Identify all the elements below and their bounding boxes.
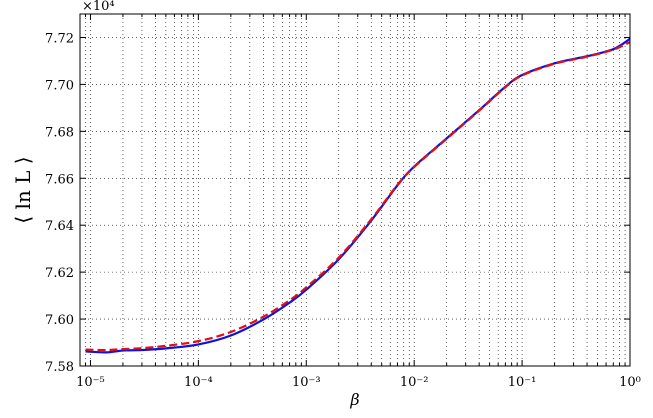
series-line-blue-solid	[85, 37, 631, 354]
y-tick-label: 7.70	[45, 78, 74, 93]
y-tick-label: 7.72	[45, 31, 74, 46]
x-tick-label: 10⁻³	[292, 375, 321, 390]
series-lines	[85, 37, 631, 354]
x-tick-label: 10⁰	[619, 375, 641, 390]
y-tick-label: 7.64	[45, 219, 74, 234]
y-multiplier-label: ×10⁴	[82, 0, 115, 14]
y-tick-label: 7.62	[45, 266, 74, 281]
x-tick-label: 10⁻⁴	[184, 375, 213, 390]
y-tick-label: 7.66	[45, 172, 74, 187]
x-tick-label: 10⁻⁵	[76, 375, 105, 390]
tick-marks	[79, 14, 631, 367]
y-tick-label: 7.58	[45, 360, 74, 375]
y-tick-label: 7.60	[45, 313, 74, 328]
y-axis-label: ⟨ ln L ⟩	[11, 156, 35, 223]
x-tick-label: 10⁻²	[400, 375, 429, 390]
x-axis-label: β	[349, 390, 359, 409]
tick-labels: 7.58 7.60 7.62 7.64 7.66 7.68 7.70 7.72 10⁻⁵ 10⁻⁴…	[45, 31, 641, 390]
plot-frame	[79, 13, 631, 367]
x-tick-label: 10⁻¹	[508, 375, 537, 390]
y-tick-label: 7.68	[45, 125, 74, 140]
series-line-red-dashed	[85, 41, 631, 352]
grid	[79, 14, 631, 367]
